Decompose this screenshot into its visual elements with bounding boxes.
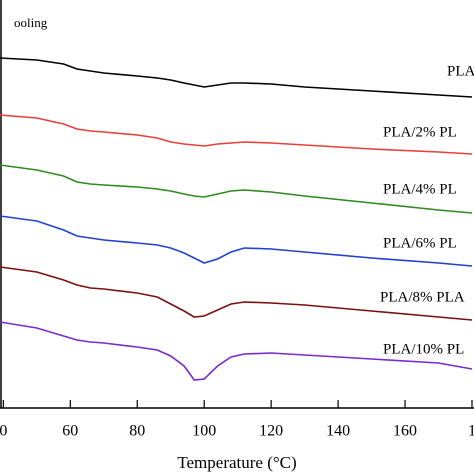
- series-label: PLA/4% PL: [383, 181, 457, 197]
- curve: [0, 164, 473, 214]
- x-tick-label: 1: [468, 423, 474, 440]
- annotation: ooling: [14, 15, 48, 30]
- series-label: PLA/2% PL: [383, 124, 457, 140]
- x-tick-label: 80: [129, 423, 145, 440]
- series-label: PLA/10% PL: [383, 341, 464, 357]
- x-tick-label: 140: [326, 423, 350, 440]
- x-axis-label: Temperature (°C): [177, 453, 296, 472]
- curve: [0, 215, 473, 267]
- series-label: PLA/6% PL: [383, 235, 457, 251]
- x-tick-label: 100: [192, 423, 216, 440]
- x-tick-label: 160: [393, 423, 417, 440]
- curve: [0, 114, 473, 155]
- series-label: PLA: [447, 63, 474, 79]
- curve: [0, 57, 473, 98]
- x-tick-label: 120: [259, 423, 283, 440]
- x-tick-label: 60: [62, 423, 78, 440]
- curve: [0, 321, 473, 381]
- series-label: PLA/8% PLA: [380, 289, 465, 305]
- x-tick-label: 0: [0, 423, 7, 440]
- curve: [0, 266, 473, 321]
